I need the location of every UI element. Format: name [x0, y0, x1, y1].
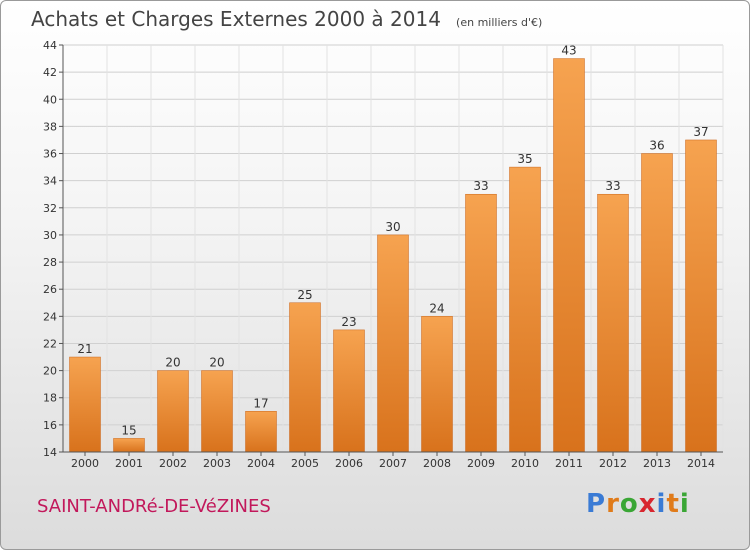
value-label-2010: 35 — [517, 152, 532, 166]
x-tick-label-2010: 2010 — [511, 457, 539, 470]
y-tick-label: 26 — [43, 283, 57, 296]
x-tick-label-2013: 2013 — [643, 457, 671, 470]
y-tick-label: 40 — [43, 93, 57, 106]
x-tick-label-2000: 2000 — [71, 457, 99, 470]
x-tick-label-2007: 2007 — [379, 457, 407, 470]
logo-letter: x — [638, 489, 657, 519]
y-tick-label: 16 — [43, 419, 57, 432]
bar-2000 — [69, 356, 101, 453]
value-label-2001: 15 — [121, 423, 136, 437]
y-tick-label: 24 — [43, 310, 57, 323]
value-label-2012: 33 — [605, 179, 620, 193]
x-tick-label-2011: 2011 — [555, 457, 583, 470]
x-tick-label-2006: 2006 — [335, 457, 363, 470]
bar-2014 — [685, 139, 717, 453]
value-label-2009: 33 — [473, 179, 488, 193]
value-label-2014: 37 — [693, 125, 708, 139]
y-tick-label: 14 — [43, 446, 57, 459]
bar-2010 — [509, 166, 541, 453]
bar-2013 — [641, 153, 673, 453]
bar-2011 — [553, 58, 585, 453]
y-tick-label: 20 — [43, 365, 57, 378]
y-tick-label: 28 — [43, 256, 57, 269]
value-label-2006: 23 — [341, 315, 356, 329]
value-label-2011: 43 — [561, 44, 576, 58]
chart-header: Achats et Charges Externes 2000 à 2014 (… — [31, 7, 542, 31]
value-label-2013: 36 — [649, 139, 664, 153]
value-label-2005: 25 — [297, 288, 312, 302]
logo-letter: i — [656, 489, 667, 519]
bar-2003 — [201, 370, 233, 453]
y-tick-label: 18 — [43, 392, 57, 405]
chart-subtitle: (en milliers d'€) — [456, 16, 543, 29]
chart-title: Achats et Charges Externes 2000 à 2014 — [31, 7, 441, 31]
value-label-2000: 21 — [77, 342, 92, 356]
x-tick-label-2003: 2003 — [203, 457, 231, 470]
x-tick-label-2002: 2002 — [159, 457, 187, 470]
y-tick-label: 44 — [43, 39, 57, 52]
y-tick-label: 34 — [43, 175, 57, 188]
commune-name: SAINT-ANDRé-DE-VéZINES — [37, 496, 271, 517]
bar-2005 — [289, 302, 321, 453]
logo-letter: o — [619, 489, 639, 519]
logo-letter: t — [666, 489, 680, 519]
bar-2008 — [421, 316, 453, 453]
y-tick-label: 38 — [43, 120, 57, 133]
bar-2001 — [113, 438, 145, 453]
bar-2012 — [597, 193, 629, 453]
y-tick-label: 36 — [43, 148, 57, 161]
x-tick-label-2008: 2008 — [423, 457, 451, 470]
y-tick-label: 30 — [43, 229, 57, 242]
bar-2002 — [157, 370, 189, 453]
x-tick-label-2009: 2009 — [467, 457, 495, 470]
value-label-2003: 20 — [209, 356, 224, 370]
y-tick-label: 32 — [43, 202, 57, 215]
x-tick-label-2005: 2005 — [291, 457, 319, 470]
bar-2004 — [245, 411, 277, 453]
proxiti-logo[interactable]: Proxiti — [586, 489, 690, 519]
bar-2009 — [465, 193, 497, 453]
value-label-2008: 24 — [429, 301, 444, 315]
logo-letter: P — [586, 489, 607, 519]
value-label-2007: 30 — [385, 220, 400, 234]
bars: 21 15 20 20 17 25 23 30 24 33 35 43 33 36 37 — [69, 44, 717, 453]
x-tick-label-2001: 2001 — [115, 457, 143, 470]
logo-letter: i — [679, 489, 690, 519]
y-tick-label: 22 — [43, 337, 57, 350]
bar-2006 — [333, 329, 365, 453]
value-label-2004: 17 — [253, 396, 268, 410]
y-tick-label: 42 — [43, 66, 57, 79]
x-tick-label-2014: 2014 — [687, 457, 715, 470]
bar-2007 — [377, 234, 409, 453]
value-label-2002: 20 — [165, 356, 180, 370]
logo-letter: r — [606, 489, 620, 519]
x-tick-label-2012: 2012 — [599, 457, 627, 470]
axes: 14 16 18 20 22 24 26 28 30 32 34 36 38 40 42 44 2000 2001… — [43, 39, 723, 470]
x-tick-label-2004: 2004 — [247, 457, 275, 470]
